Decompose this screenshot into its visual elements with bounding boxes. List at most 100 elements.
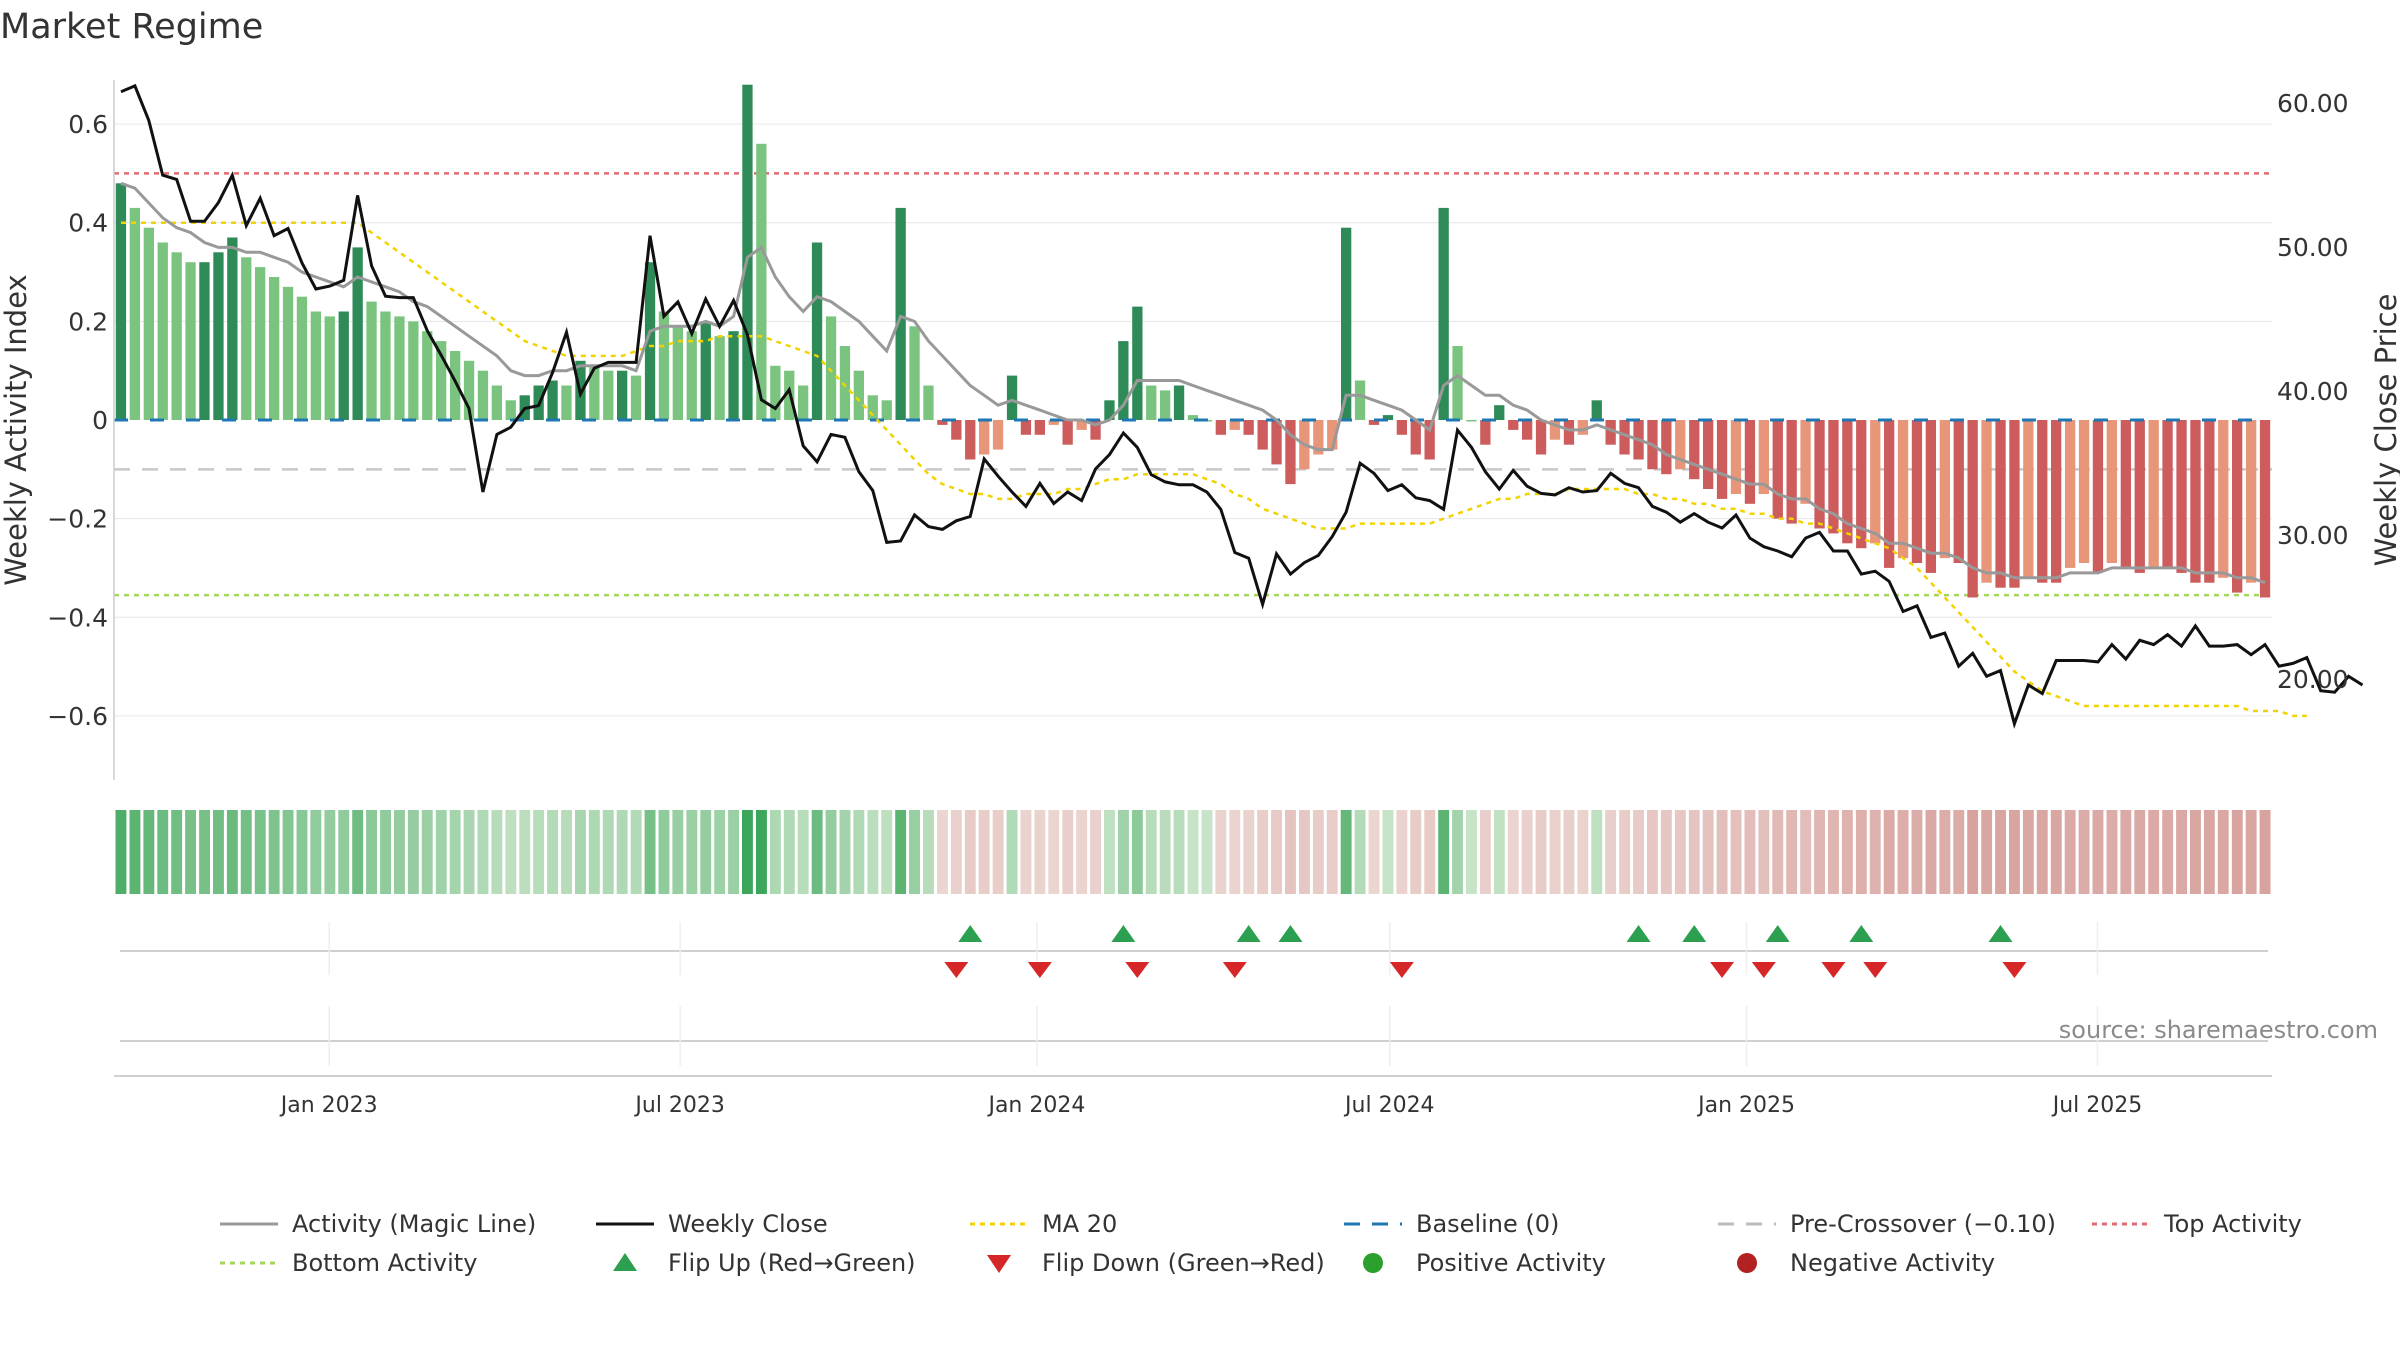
activity-bar [1006,375,1018,420]
activity-bar [408,321,419,420]
heat-cell [2064,810,2076,894]
heat-cell [1688,810,1700,894]
activity-bar [213,252,224,420]
activity-bar [1424,420,1435,460]
heat-cell [714,810,726,894]
legend-item-9: Positive Activity [1363,1249,1606,1277]
y-tick-right-3: 30.00 [2277,521,2349,550]
activity-bar [2246,420,2257,583]
activity-bar [630,375,642,420]
heat-cell [1257,810,1269,894]
activity-bar [1354,380,1366,420]
heat-cell [324,810,336,894]
heat-cell [185,810,196,894]
heat-cell [1925,810,1937,894]
heat-cell [1939,810,1951,894]
heat-cell [1145,810,1157,894]
activity-bar [617,370,628,420]
y-tick-left-6: −0.6 [47,702,108,731]
heat-cell [1563,810,1575,894]
heat-cell [1730,810,1742,894]
activity-bar [450,351,461,420]
heat-cell [463,810,475,894]
heat-cell [1507,810,1519,894]
activity-bar [1703,420,1714,489]
heat-cell [2009,810,2020,894]
heat-cell [1159,810,1171,894]
heat-cell [1995,810,2006,894]
activity-bar [1842,420,1853,544]
activity-bar [1146,385,1157,420]
y-tick-left-2: 0.2 [68,307,108,336]
heat-cell [978,810,990,894]
activity-bar [2190,420,2201,583]
activity-bar [1716,420,1728,499]
legend-label: Negative Activity [1790,1249,1995,1277]
heat-cell [1229,810,1241,894]
flip-up-marker [1682,925,1707,942]
activity-bar [296,296,308,420]
activity-bar [672,326,683,420]
activity-bar [1953,420,1964,563]
heat-cell [1493,810,1505,894]
activity-bar [1981,420,1992,583]
heat-cell [477,810,489,894]
x-tick-4: Jan 2025 [1696,1093,1795,1118]
heat-cell [519,810,531,894]
activity-bar [2134,420,2145,573]
heat-cell [1299,810,1310,894]
activity-bar [171,252,182,420]
flip-up-marker [1236,925,1261,942]
heat-cell [199,810,210,894]
heat-cell [937,810,948,894]
activity-bar [811,242,823,420]
legend-label: Flip Down (Green→Red) [1042,1249,1325,1277]
heat-cell [881,810,893,894]
activity-bar [770,365,781,420]
activity-bar [1995,420,2006,588]
heat-cell [2245,810,2257,894]
heat-cell [783,810,795,894]
activity-bar [143,227,154,420]
heat-cell [1382,810,1394,894]
axes: 0.6 0.4 0.2 0 −0.2 −0.4 −0.6 60.00 50.00 40.00 30.… [47,80,2349,780]
heat-cell [380,810,391,894]
activity-bar [1410,420,1421,455]
activity-bar [2106,420,2117,563]
heat-cell [435,810,447,894]
weekly-close-line [120,83,2364,729]
activity-bar [2232,420,2243,593]
heat-cell [1215,810,1227,894]
activity-bar [658,311,670,420]
heat-cell [1716,810,1728,894]
activity-bar [937,420,948,425]
activity-bar [241,257,252,420]
activity-bar [1132,306,1143,420]
activity-bar [115,183,127,420]
heat-cell [616,810,628,894]
heat-cell [1911,810,1923,894]
heat-cell [226,810,238,894]
x-tick-3: Jul 2024 [1343,1093,1435,1118]
heat-cell [2134,810,2146,894]
heat-cell [797,810,809,894]
activity-bar [1689,420,1700,480]
heat-cell [686,810,698,894]
heat-cell [1048,810,1060,894]
flip-up-marker [1278,925,1303,942]
heat-cell [1131,810,1143,894]
heat-cell [1660,810,1672,894]
activity-bar [255,267,266,420]
flip-down-marker [2002,962,2027,978]
flip-up-marker [1988,925,2013,942]
legend-swatch [987,1255,1011,1273]
activity-bar [185,262,196,420]
heat-cell [2190,810,2201,894]
heat-cell [950,810,962,894]
legend-swatch [1737,1253,1757,1273]
y-tick-right-2: 40.00 [2277,377,2349,406]
heat-cell [1814,810,1825,894]
heat-cell [588,810,600,894]
heat-cell [1452,810,1463,894]
